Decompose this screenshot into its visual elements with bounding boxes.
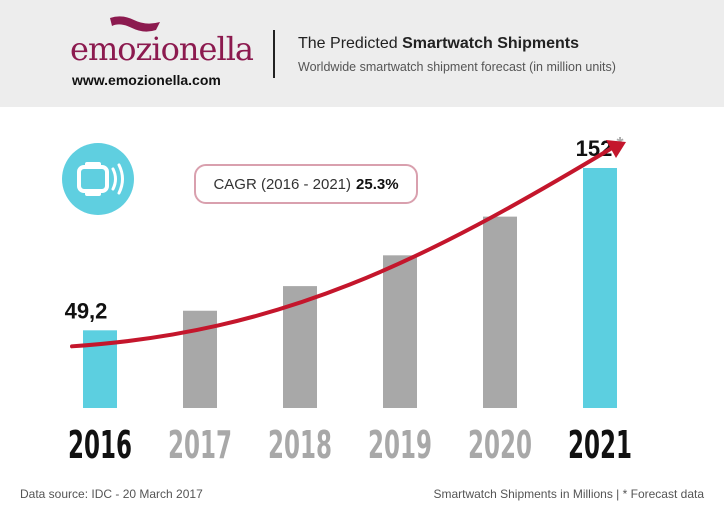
data-label-2016: 49,2 [65,298,108,323]
footer-note: Smartwatch Shipments in Millions | * For… [433,487,704,501]
header-divider [273,30,275,78]
bar-2020 [483,216,517,408]
cagr-callout: CAGR (2016 - 2021) 25.3% [194,164,418,204]
chart-title: The Predicted Smartwatch Shipments [298,35,579,53]
x-tick-label-2021: 2021 [568,423,632,467]
logo-swoosh-icon [110,16,160,32]
title-prefix: The Predicted [298,35,398,52]
x-tick-label-2016: 2016 [68,423,132,467]
x-tick-label-2020: 2020 [468,423,532,467]
header-band: emozionella www.emozionella.com The Pred… [0,0,724,107]
brand-url[interactable]: www.emozionella.com [72,72,221,88]
smartwatch-icon [62,143,134,215]
cagr-label: CAGR (2016 - 2021) [213,175,352,193]
data-source: Data source: IDC - 20 March 2017 [20,487,203,501]
x-tick-label-2018: 2018 [268,423,332,467]
bar-2021 [583,168,617,408]
x-tick-label-2019: 2019 [368,423,432,467]
bar-2019 [383,255,417,408]
trend-arrow-head-icon [606,140,626,158]
chart-subtitle: Worldwide smartwatch shipment forecast (… [298,60,616,74]
brand-logo-text: emozionella [70,30,254,68]
cagr-value: 25.3% [356,175,399,193]
title-bold: Smartwatch Shipments [402,35,579,52]
trend-arrow-line [70,146,614,349]
x-tick-label-2017: 2017 [168,423,232,467]
